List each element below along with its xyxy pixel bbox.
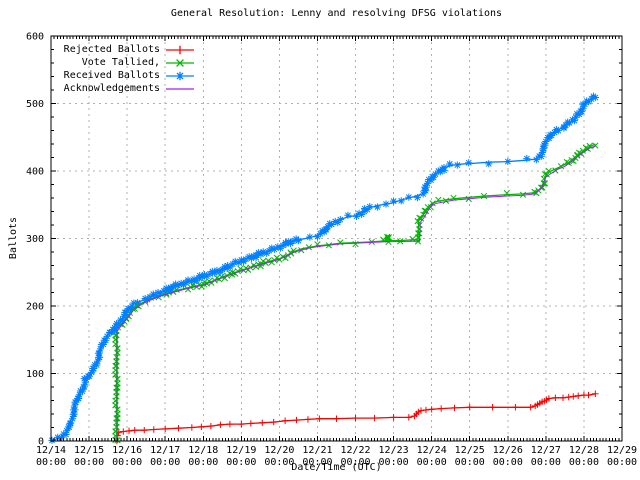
legend-item-received-ballots: Received Ballots	[56, 69, 195, 82]
x-tick-time-label: 00:00	[417, 457, 447, 468]
x-tick-time-label: 00:00	[112, 457, 142, 468]
y-tick-label: 600	[26, 32, 44, 43]
line-plus-marker-icon	[166, 45, 194, 54]
x-tick-date-label: 12/23	[379, 445, 409, 456]
x-tick-date-label: 12/27	[531, 445, 561, 456]
x-tick-time-label: 00:00	[569, 457, 599, 468]
x-tick-date-label: 12/22	[340, 445, 370, 456]
line-star-marker-icon	[166, 71, 194, 80]
x-axis-label: Date/Time (UTC)	[291, 462, 382, 473]
series-line-3	[116, 145, 596, 441]
x-tick-time-label: 00:00	[531, 457, 561, 468]
x-tick-time-label: 00:00	[607, 457, 637, 468]
x-tick-date-label: 12/19	[226, 445, 256, 456]
line-icon	[166, 87, 194, 90]
x-tick-time-label: 00:00	[493, 457, 523, 468]
legend-item-rejected-ballots: Rejected Ballots	[56, 43, 195, 56]
x-tick-time-label: 00:00	[74, 457, 104, 468]
x-tick-time-label: 00:00	[150, 457, 180, 468]
y-tick-label: 200	[26, 302, 44, 313]
x-tick-date-label: 12/26	[493, 445, 523, 456]
series-markers-2	[48, 92, 599, 444]
x-tick-date-label: 12/16	[112, 445, 142, 456]
x-tick-time-label: 00:00	[36, 457, 66, 468]
legend-label: Received Ballots	[63, 70, 160, 81]
x-tick-date-label: 12/28	[569, 445, 599, 456]
x-tick-time-label: 00:00	[455, 457, 485, 468]
x-tick-date-label: 12/17	[150, 445, 180, 456]
x-tick-time-label: 00:00	[188, 457, 218, 468]
chart-title: General Resolution: Lenny and resolving …	[170, 8, 503, 19]
x-tick-time-label: 00:00	[379, 457, 409, 468]
x-tick-date-label: 12/15	[74, 445, 104, 456]
x-tick-date-label: 12/14	[36, 445, 66, 456]
legend-item-acknowledgements: Acknowledgements	[56, 82, 195, 95]
y-axis-label: Ballots	[8, 216, 19, 260]
series-line-2	[50, 96, 596, 441]
y-tick-label: 100	[26, 369, 44, 380]
x-tick-time-label: 00:00	[264, 457, 294, 468]
x-tick-time-label: 00:00	[340, 457, 370, 468]
x-tick-date-label: 12/25	[455, 445, 485, 456]
axis-ticks	[50, 35, 623, 442]
y-tick-label: 300	[26, 234, 44, 245]
x-tick-date-label: 12/18	[188, 445, 218, 456]
legend-label: Acknowledgements	[63, 83, 160, 94]
line-cross-marker-icon	[166, 58, 194, 67]
x-tick-date-label: 12/20	[264, 445, 294, 456]
legend-label: Vote Tallied,	[81, 57, 160, 68]
y-tick-label: 0	[38, 437, 44, 448]
legend-label: Rejected Ballots	[63, 44, 160, 55]
x-tick-date-label: 12/21	[302, 445, 332, 456]
x-tick-time-label: 00:00	[226, 457, 256, 468]
y-tick-label: 500	[26, 99, 44, 110]
x-tick-time-label: 00:00	[302, 457, 332, 468]
y-tick-label: 400	[26, 167, 44, 178]
grid-lines	[51, 36, 622, 441]
series-line-0	[116, 393, 596, 442]
series-markers-0	[113, 390, 599, 445]
legend-item-vote-tallied: Vote Tallied,	[56, 56, 195, 69]
x-tick-date-label: 12/29	[607, 445, 637, 456]
x-tick-date-label: 12/24	[417, 445, 447, 456]
